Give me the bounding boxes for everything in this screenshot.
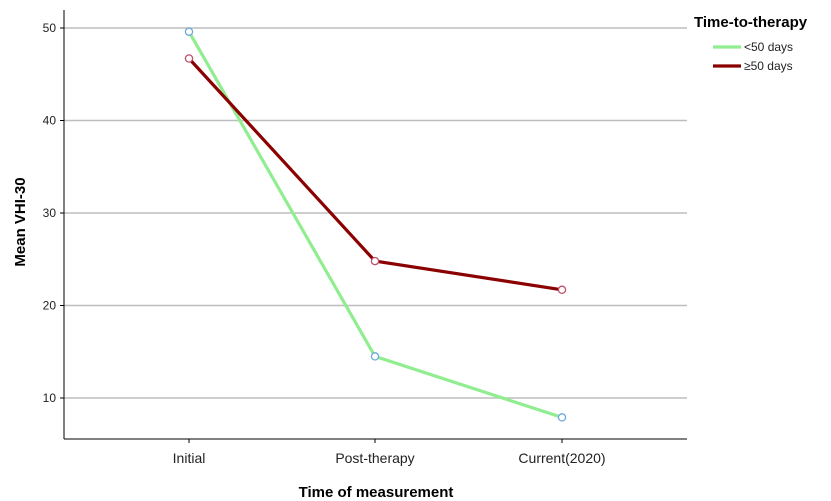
grid: [60, 27, 687, 399]
y-tick-label: 40: [43, 114, 57, 128]
data-point: [370, 352, 380, 361]
x-tick-label: Post-therapy: [335, 450, 414, 466]
legend-title: Time-to-therapy: [694, 14, 808, 31]
data-point: [184, 27, 194, 36]
x-axis-title: Time of measurement: [299, 484, 454, 501]
y-tick-label: 50: [43, 21, 57, 35]
data-point: [370, 256, 380, 266]
legend: Time-to-therapy <50 days ≥50 days: [694, 14, 808, 73]
y-tick-label: 10: [43, 391, 57, 405]
y-tick-labels: 10 20 30 40 50: [43, 21, 57, 405]
legend-label: <50 days: [744, 40, 793, 54]
data-point: [557, 413, 567, 422]
legend-label: ≥50 days: [744, 59, 793, 73]
x-tick-label: Initial: [173, 450, 206, 466]
y-tick-label: 30: [43, 206, 57, 220]
series-group: [184, 27, 567, 422]
data-point: [557, 285, 567, 295]
y-axis-title: Mean VHI-30: [12, 177, 29, 266]
y-tick-label: 20: [43, 299, 57, 313]
series-line-1: [187, 57, 563, 292]
data-point: [184, 54, 194, 63]
x-tick-labels: Initial Post-therapy Current(2020): [173, 439, 606, 466]
axes: [63, 10, 687, 440]
x-tick-label: Current(2020): [518, 450, 605, 466]
